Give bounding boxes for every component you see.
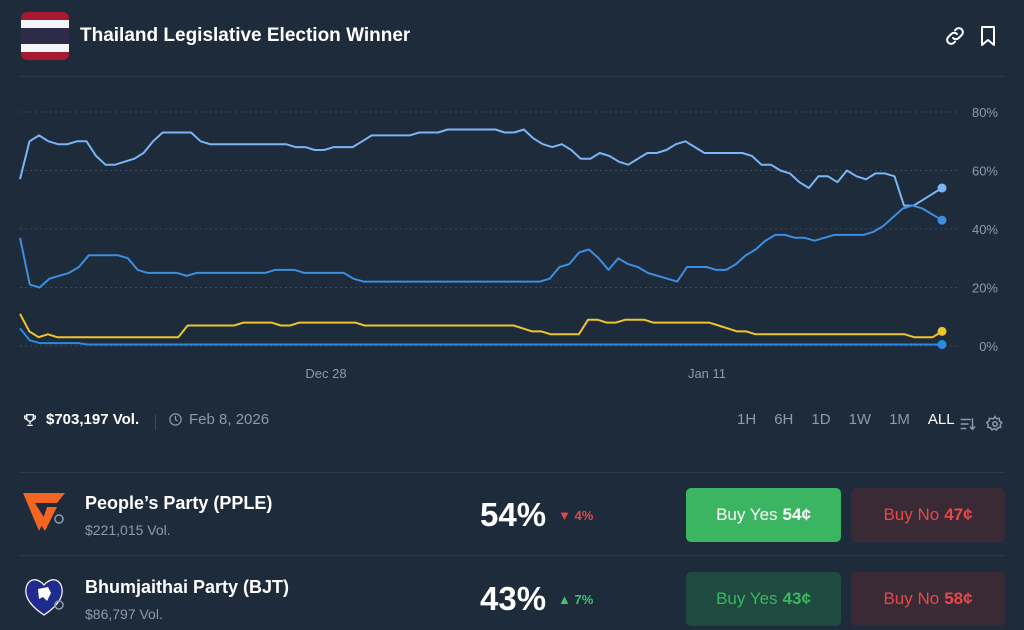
outcome-volume: $86,797 Vol. (85, 606, 163, 622)
range-1m[interactable]: 1M (889, 411, 910, 428)
peoples-party-logo-icon (23, 493, 65, 531)
outcome-percent: 54% (480, 496, 547, 533)
range-1h[interactable]: 1H (737, 411, 757, 428)
buy-no-price: 58¢ (944, 589, 973, 608)
sort-icon[interactable] (959, 415, 977, 433)
buy-yes-label: Buy Yes (716, 505, 778, 524)
market-title: Thailand Legislative Election Winner (80, 25, 411, 46)
clock-icon (169, 413, 182, 426)
link-icon[interactable] (943, 24, 967, 48)
header-divider (20, 76, 1004, 77)
buy-yes-price: 54¢ (782, 505, 811, 524)
bhumjaithai-party-logo-icon (25, 579, 64, 616)
y-tick-label: 80% (972, 105, 998, 120)
resolution-date-value: Feb 8, 2026 (189, 411, 270, 428)
outcomes-divider (20, 472, 1004, 473)
y-tick-label: 40% (972, 222, 998, 237)
outcome-name: Bhumjaithai Party (BJT) (85, 577, 290, 597)
series-end-point-0 (937, 183, 947, 193)
x-tick-label: Jan 11 (688, 366, 726, 381)
buy-no-button[interactable]: Buy No 47¢ (851, 488, 1005, 542)
buy-yes-button[interactable]: Buy Yes 54¢ (686, 488, 841, 542)
range-6h[interactable]: 6H (774, 411, 794, 428)
range-all[interactable]: ALL (927, 411, 955, 428)
total-volume: $703,197 Vol. (22, 411, 139, 428)
y-tick-label: 20% (972, 281, 998, 296)
buy-no-price: 47¢ (944, 505, 973, 524)
series-end-point-1 (937, 215, 947, 225)
outcome-row-bjt[interactable]: Bhumjaithai Party (BJT) $86,797 Vol. 43%… (0, 557, 1024, 630)
buy-yes-label: Buy Yes (716, 589, 778, 608)
series-line-0 (19, 128, 943, 207)
market-header: Thailand Legislative Election Winner (0, 0, 1024, 76)
settings-icon[interactable] (986, 415, 1004, 433)
series-end-point-2 (937, 326, 947, 336)
series-line-2 (19, 313, 943, 339)
y-tick-label: 0% (979, 339, 998, 354)
outcome-change: ▼ 4% (558, 508, 593, 523)
outcome-volume: $221,015 Vol. (85, 522, 171, 538)
buy-yes-button[interactable]: Buy Yes 43¢ (686, 572, 841, 626)
outcome-change: ▲ 7% (558, 592, 593, 607)
outcome-row-pple[interactable]: People’s Party (PPLE) $221,015 Vol. 54% … (0, 473, 1024, 556)
outcome-name: People’s Party (PPLE) (85, 493, 273, 513)
price-history-chart[interactable]: 80% 60% 40% 20% 0% Dec 28 Jan 11 (0, 90, 1024, 390)
range-1d[interactable]: 1D (811, 411, 831, 428)
thailand-flag-icon (21, 12, 69, 60)
chart-controls-bar: $703,197 Vol. Feb 8, 2026 1H 6H 1D 1W 1M… (0, 405, 1024, 437)
series-line-1 (19, 204, 943, 289)
y-tick-label: 60% (972, 164, 998, 179)
triangle-up-icon: ▲ (558, 592, 571, 607)
outcome-percent: 43% (480, 580, 547, 617)
triangle-down-icon: ▼ (558, 508, 571, 523)
stats-separator (155, 414, 156, 430)
buy-no-label: Buy No (883, 505, 940, 524)
series-end-point-3 (937, 340, 947, 350)
time-range-tabs: 1H 6H 1D 1W 1M ALL (728, 411, 964, 428)
buy-no-label: Buy No (883, 589, 940, 608)
x-tick-label: Dec 28 (305, 366, 346, 381)
resolution-date: Feb 8, 2026 (168, 411, 269, 428)
outcome-change-value: 4% (574, 508, 594, 523)
series-line-3 (19, 327, 942, 346)
row-divider (20, 555, 1004, 556)
buy-no-button[interactable]: Buy No 58¢ (851, 572, 1005, 626)
range-1w[interactable]: 1W (848, 411, 872, 428)
trophy-icon (24, 413, 36, 426)
total-volume-value: $703,197 Vol. (46, 411, 140, 428)
bookmark-icon[interactable] (976, 24, 1000, 48)
outcome-change-value: 7% (574, 592, 594, 607)
buy-yes-price: 43¢ (782, 589, 811, 608)
